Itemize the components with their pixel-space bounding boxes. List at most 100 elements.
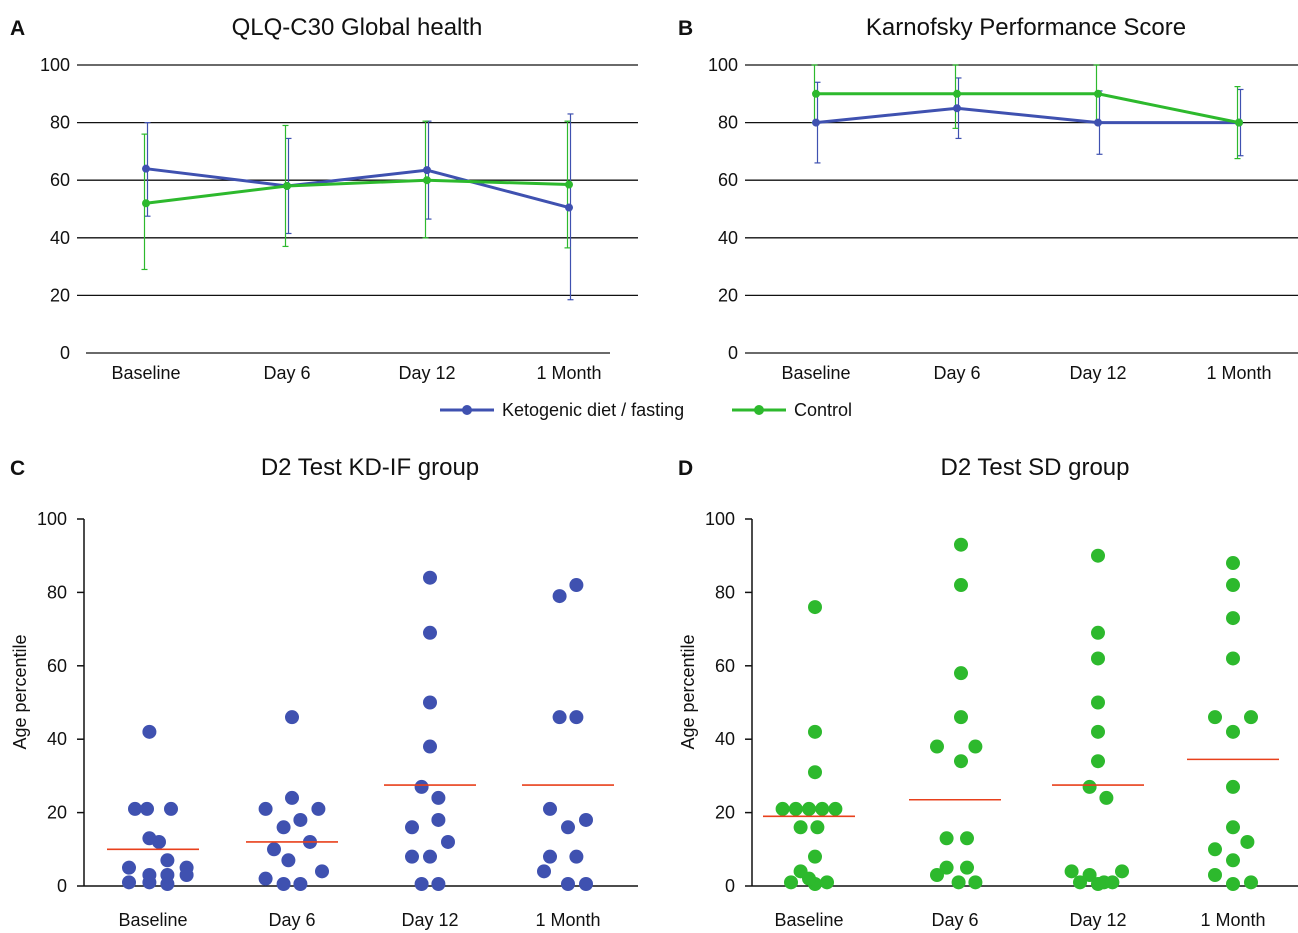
y-tick-label: 40 [715, 729, 735, 749]
data-point [812, 118, 820, 127]
data-point [1091, 754, 1105, 769]
y-tick-label: 20 [718, 285, 738, 305]
panel-d-title: D2 Test SD group [941, 454, 1130, 481]
data-point [431, 812, 446, 827]
panel-c-title: D2 Test KD-IF group [261, 454, 479, 481]
x-tick-label: Baseline [118, 910, 187, 930]
data-point [954, 537, 968, 552]
data-point [569, 578, 584, 593]
data-point [405, 820, 419, 835]
y-tick-label: 40 [50, 228, 70, 248]
data-point [953, 104, 961, 113]
x-tick-label: Baseline [111, 363, 180, 383]
data-point [543, 801, 557, 816]
data-point [276, 877, 291, 891]
data-point [1064, 864, 1079, 879]
data-point [423, 625, 437, 640]
panel-b: B Karnofsky Performance Score 0 20 40 60 80 1… [678, 14, 1298, 383]
data-point [441, 834, 455, 849]
series-line-ketogenic [145, 167, 570, 210]
panel-a-title: QLQ-C30 Global health [232, 14, 483, 41]
x-tick-label: Day 6 [933, 363, 980, 383]
y-tick-label: 0 [728, 343, 738, 363]
data-point [1082, 779, 1097, 794]
data-point [293, 812, 308, 827]
data-point [569, 710, 584, 725]
data-point [122, 875, 136, 890]
data-point [281, 853, 296, 868]
data-point [1073, 875, 1087, 890]
y-tick-label: 60 [50, 170, 70, 190]
y-tick-label: 60 [718, 170, 738, 190]
data-point [142, 199, 150, 208]
data-point [1226, 820, 1240, 835]
data-point [122, 860, 136, 875]
x-tick-label: 1 Month [1200, 910, 1265, 930]
data-point [1115, 864, 1129, 879]
data-point [954, 578, 968, 593]
y-tick-label: 100 [708, 55, 738, 75]
x-tick-label: Day 6 [263, 363, 310, 383]
data-point [968, 875, 983, 890]
data-point [1226, 611, 1240, 626]
y-tick-label: 60 [47, 656, 67, 676]
data-point [315, 864, 329, 879]
data-point [140, 801, 154, 816]
data-point [939, 831, 954, 846]
data-point [788, 801, 803, 816]
data-point [311, 801, 326, 816]
data-point [954, 666, 968, 681]
data-point [561, 820, 575, 835]
series-line-control [816, 92, 1240, 125]
y-tick-label: 20 [50, 285, 70, 305]
data-point [431, 877, 446, 891]
y-tick-label: 60 [715, 656, 735, 676]
y-tick-label: 100 [40, 55, 70, 75]
data-point [423, 570, 437, 585]
data-point [431, 790, 446, 805]
x-tick-label: Day 12 [398, 363, 455, 383]
x-tick-label: Day 6 [931, 910, 978, 930]
legend-control-marker [754, 405, 764, 415]
data-point [802, 801, 816, 816]
data-point [1094, 118, 1102, 127]
data-point [808, 600, 822, 615]
data-point [160, 877, 175, 891]
data-point [1091, 877, 1105, 891]
data-point [561, 877, 575, 891]
data-point [293, 877, 308, 891]
data-point [954, 710, 968, 725]
data-point [1226, 724, 1240, 739]
data-point [142, 867, 157, 882]
data-point [543, 849, 557, 864]
data-point [954, 754, 968, 769]
data-point [810, 820, 825, 835]
data-point [565, 203, 573, 212]
data-point [1226, 853, 1240, 868]
data-point [1091, 724, 1105, 739]
data-point [569, 849, 584, 864]
data-point [1244, 710, 1258, 725]
data-point [1226, 578, 1240, 593]
data-point [1240, 834, 1255, 849]
panel-letter-d: D [678, 457, 693, 480]
series-line-control [145, 178, 570, 205]
panel-b-plot: 0 20 40 60 80 100 Baseline Day 6 Day 12 1 Month [708, 55, 1298, 383]
legend: Ketogenic diet / fasting Control [440, 400, 852, 420]
data-point [128, 801, 142, 816]
legend-kd-label: Ketogenic diet / fasting [502, 400, 684, 420]
data-point [579, 812, 593, 827]
data-point [820, 875, 834, 890]
x-tick-label: Baseline [774, 910, 843, 930]
data-point [1235, 118, 1243, 127]
data-point [552, 710, 567, 725]
data-point [423, 695, 437, 710]
data-point [1094, 89, 1102, 98]
data-point [930, 867, 944, 882]
x-tick-label: Baseline [781, 363, 850, 383]
data-point [414, 779, 429, 794]
data-point [1105, 875, 1120, 890]
data-point [283, 181, 291, 190]
x-tick-label: Day 12 [1069, 910, 1126, 930]
data-point [1091, 695, 1105, 710]
